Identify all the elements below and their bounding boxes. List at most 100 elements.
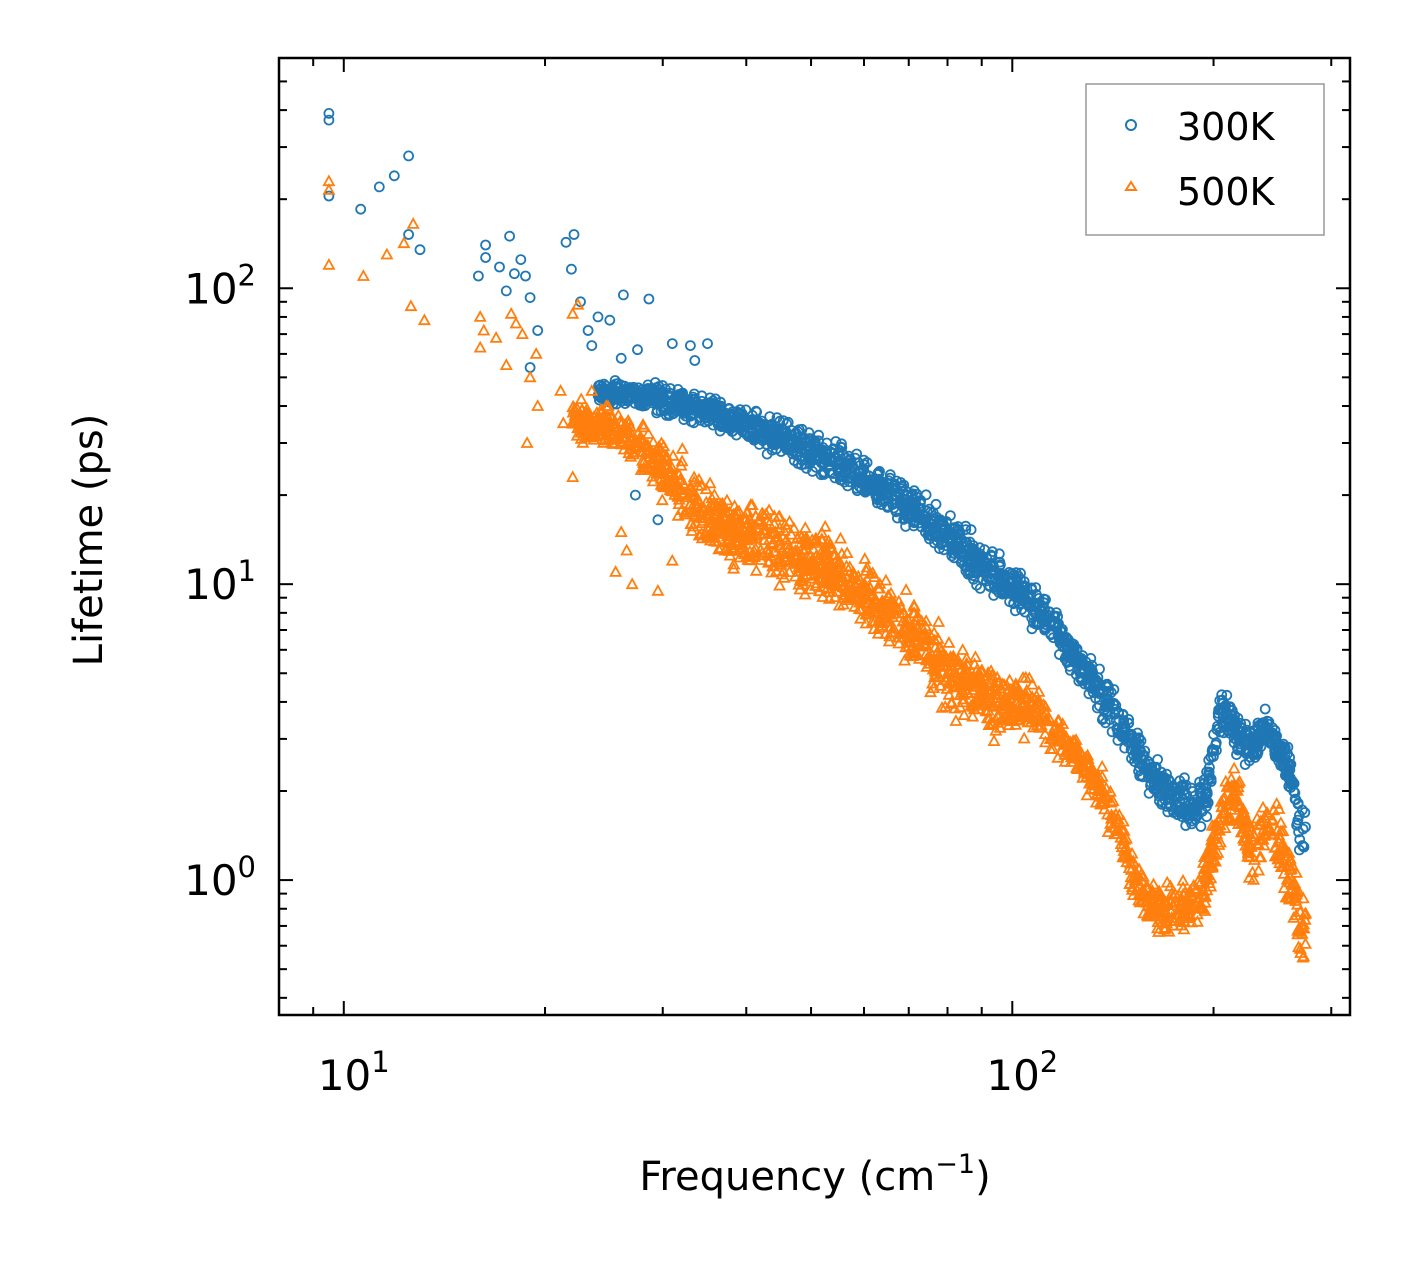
scatter-point-500k bbox=[1197, 862, 1211, 874]
scatter-point-500k bbox=[1227, 778, 1241, 791]
scatter-point-500k bbox=[989, 723, 1003, 736]
scatter-point-300k bbox=[827, 468, 839, 480]
scatter-point-500k bbox=[875, 618, 889, 631]
scatter-point-500k bbox=[798, 532, 812, 545]
scatter-point-500k bbox=[1152, 892, 1166, 905]
scatter-point-500k bbox=[894, 627, 908, 639]
scatter-point-300k bbox=[829, 443, 840, 455]
scatter-point-500k bbox=[840, 546, 854, 558]
scatter-point-300k bbox=[582, 325, 594, 336]
scatter-point-500k bbox=[1137, 906, 1151, 919]
scatter-point-300k bbox=[803, 427, 815, 439]
scatter-point-500k bbox=[749, 563, 763, 576]
scatter-point-500k bbox=[886, 610, 900, 622]
scatter-point-500k bbox=[1273, 848, 1287, 860]
scatter-point-500k bbox=[1093, 771, 1107, 784]
scatter-point-500k bbox=[873, 597, 887, 610]
scatter-point-500k bbox=[971, 695, 985, 708]
scatter-point-300k bbox=[1275, 753, 1287, 764]
scatter-point-300k bbox=[1259, 703, 1271, 715]
scatter-point-300k bbox=[1100, 717, 1111, 729]
scatter-point-500k bbox=[833, 531, 848, 544]
x-tick-label: 101 bbox=[318, 1045, 390, 1100]
scatter-point-500k bbox=[322, 257, 336, 270]
scatter-point-500k bbox=[752, 522, 766, 534]
scatter-point-500k bbox=[928, 667, 943, 680]
scatter-point-300k bbox=[1195, 821, 1207, 832]
scatter-point-500k bbox=[932, 615, 946, 627]
scatter-point-500k bbox=[703, 476, 717, 489]
scatter-point-300k bbox=[711, 407, 723, 419]
scatter-point-500k bbox=[917, 626, 932, 639]
scatter-point-300k bbox=[472, 270, 484, 282]
scatter-point-500k bbox=[1219, 774, 1233, 787]
scatter-point-300k bbox=[1025, 589, 1037, 601]
scatter-point-500k bbox=[1136, 883, 1150, 895]
scatter-point-500k bbox=[1096, 791, 1110, 804]
scatter-point-500k bbox=[933, 679, 948, 691]
scatter-point-500k bbox=[657, 464, 671, 477]
scatter-point-300k bbox=[769, 433, 780, 445]
scatter-point-500k bbox=[578, 422, 592, 435]
scatter-point-500k bbox=[975, 665, 989, 678]
scatter-point-500k bbox=[1234, 825, 1248, 838]
scatter-point-500k bbox=[942, 636, 956, 648]
scatter-point-500k bbox=[572, 413, 586, 425]
scatter-point-300k bbox=[600, 380, 612, 392]
scatter-point-500k bbox=[1123, 851, 1137, 864]
scatter-point-500k bbox=[1095, 769, 1109, 782]
scatter-point-500k bbox=[404, 299, 418, 312]
scatter-point-500k bbox=[966, 700, 980, 712]
scatter-point-500k bbox=[641, 427, 655, 439]
scatter-point-300k bbox=[1000, 585, 1011, 597]
scatter-point-500k bbox=[777, 570, 791, 583]
scatter-point-300k bbox=[509, 268, 520, 280]
scatter-point-300k bbox=[1048, 610, 1059, 622]
scatter-point-300k bbox=[1087, 671, 1098, 683]
scatter-point-500k bbox=[1211, 813, 1225, 825]
scatter-point-300k bbox=[566, 263, 577, 275]
scatter-point-500k bbox=[924, 628, 938, 641]
scatter-point-500k bbox=[1174, 918, 1188, 931]
scatter-point-300k bbox=[643, 293, 655, 305]
scatter-point-500k bbox=[800, 563, 814, 576]
scatter-point-500k bbox=[695, 531, 709, 544]
scatter-point-500k bbox=[1111, 822, 1125, 835]
scatter-point-500k bbox=[847, 567, 861, 580]
scatter-point-300k bbox=[1148, 780, 1160, 792]
scatter-point-500k bbox=[788, 569, 802, 582]
scatter-point-500k bbox=[1243, 850, 1257, 863]
scatter-point-500k bbox=[1114, 830, 1128, 843]
scatter-point-500k bbox=[917, 637, 931, 650]
scatter-point-500k bbox=[778, 517, 792, 530]
scatter-point-300k bbox=[1010, 605, 1021, 617]
scatter-point-500k bbox=[697, 501, 711, 513]
scatter-point-500k bbox=[1296, 950, 1310, 963]
scatter-point-300k bbox=[707, 395, 719, 407]
scatter-point-300k bbox=[1275, 748, 1287, 760]
scatter-point-500k bbox=[647, 450, 661, 463]
scatter-point-500k bbox=[933, 654, 947, 666]
x-tick-label-exponent: 2 bbox=[1040, 1045, 1058, 1079]
scatter-point-500k bbox=[614, 426, 628, 439]
scatter-point-500k bbox=[682, 505, 696, 518]
scatter-point-500k bbox=[873, 581, 887, 594]
scatter-point-300k bbox=[1285, 758, 1297, 770]
scatter-point-500k bbox=[923, 685, 938, 698]
scatter-point-500k bbox=[473, 310, 487, 322]
scatter-point-300k bbox=[1232, 712, 1244, 724]
y-tick-label-base: 10 bbox=[184, 856, 237, 905]
scatter-point-500k bbox=[1177, 900, 1191, 913]
scatter-point-500k bbox=[722, 505, 736, 518]
scatter-point-500k bbox=[781, 542, 795, 555]
scatter-point-500k bbox=[1021, 715, 1035, 728]
scatter-point-300k bbox=[906, 488, 918, 500]
scatter-point-300k bbox=[741, 418, 753, 430]
scatter-point-500k bbox=[1086, 763, 1100, 775]
scatter-point-300k bbox=[644, 389, 656, 401]
scatter-point-500k bbox=[509, 316, 523, 329]
scatter-point-500k bbox=[744, 553, 758, 565]
scatter-point-500k bbox=[1274, 860, 1288, 872]
scatter-point-300k bbox=[1292, 814, 1304, 826]
